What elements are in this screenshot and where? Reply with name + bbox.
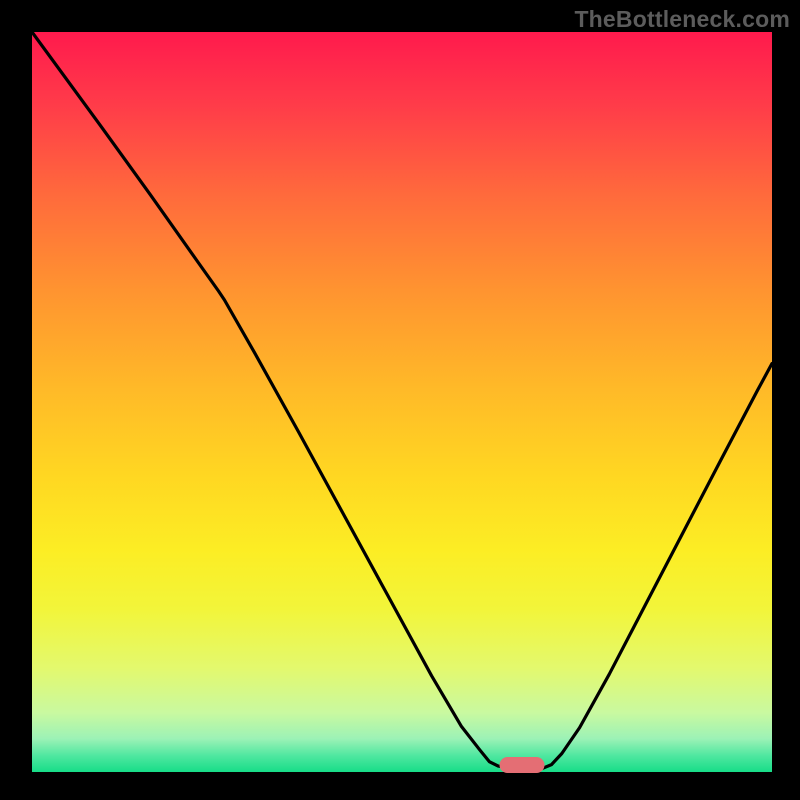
bottleneck-curve [32,32,772,772]
plot-area [32,32,772,772]
watermark-text: TheBottleneck.com [574,6,790,33]
chart-frame: TheBottleneck.com [0,0,800,800]
optimum-marker [499,757,544,773]
